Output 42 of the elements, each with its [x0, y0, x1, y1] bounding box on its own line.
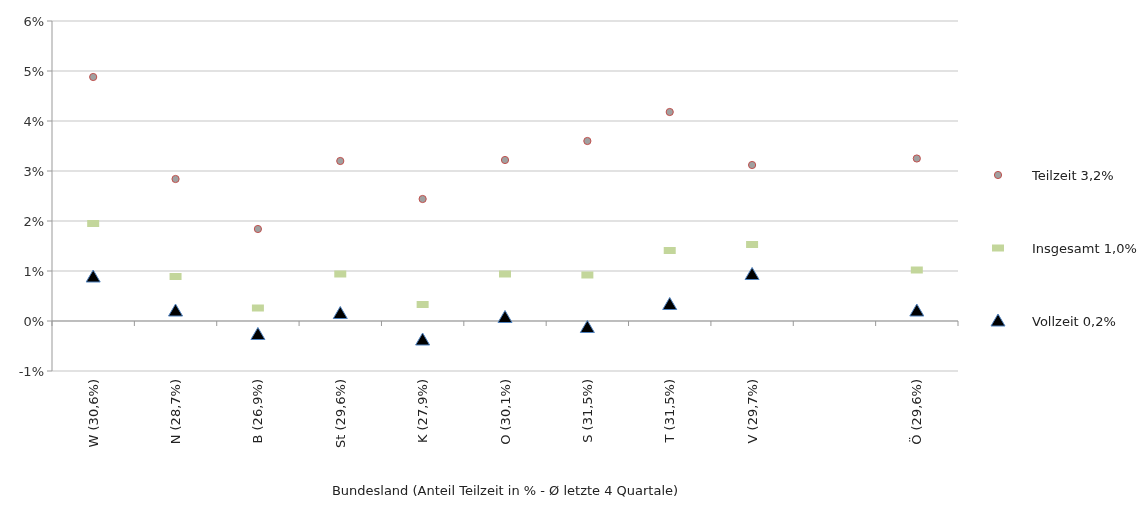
x-tick-label: S (31,5%) [579, 379, 595, 443]
point [89, 72, 98, 82]
point [912, 154, 921, 163]
x-tick-label: B (26,9%) [250, 379, 266, 444]
point [250, 327, 266, 340]
point [168, 303, 184, 317]
point [171, 174, 180, 184]
point [579, 320, 595, 333]
x-axis-title: Bundesland (Anteil Teilzeit in % - Ø letzte 4 Quartale) [331, 483, 679, 498]
x-tick-label: Ö (29,6%) [908, 379, 925, 445]
point [253, 224, 263, 234]
y-tick-label: 3% [23, 163, 44, 179]
point [332, 306, 348, 319]
point [665, 107, 674, 117]
point [85, 269, 101, 283]
x-tick-label: N (28,7%) [168, 379, 184, 445]
y-tick-label: 4% [23, 113, 44, 129]
y-tick-label: 1% [23, 263, 44, 279]
x-tick-label: T (31,5%) [662, 379, 678, 444]
point [662, 297, 678, 310]
point [744, 267, 760, 280]
x-tick-label: K (27,9%) [415, 379, 431, 444]
x-tick-label: W (30,6%) [85, 379, 101, 448]
x-tick-label: O (30,1%) [497, 379, 513, 445]
point [583, 136, 592, 146]
legend-label: Vollzeit 0,2% [1032, 313, 1116, 329]
y-tick-label: -1% [18, 363, 44, 379]
point [418, 194, 427, 204]
point [909, 303, 925, 317]
legend-label: Teilzeit 3,2% [1031, 167, 1114, 183]
y-tick-label: 5% [23, 63, 44, 79]
legend-label: Insgesamt 1,0% [1032, 240, 1137, 256]
x-tick-label: V (29,7%) [744, 379, 760, 444]
point [497, 310, 513, 323]
point [415, 332, 431, 346]
y-tick-label: 0% [23, 313, 44, 329]
point [747, 160, 757, 170]
y-tick-label: 6% [23, 13, 44, 29]
y-tick-label: 2% [23, 213, 44, 229]
x-tick-label: St (29,6%) [332, 379, 348, 448]
point [336, 156, 345, 166]
point [500, 155, 510, 165]
